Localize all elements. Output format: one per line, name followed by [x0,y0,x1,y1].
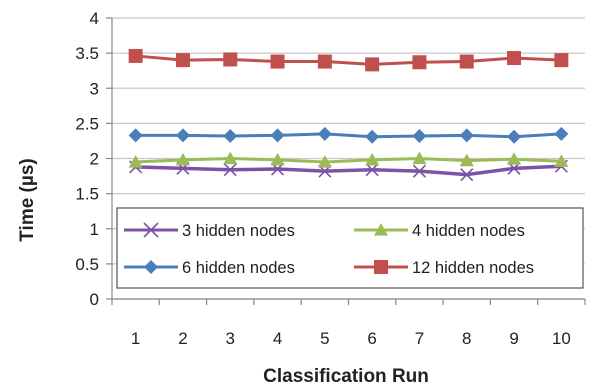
y-tick-label: 0 [90,290,99,309]
y-tick-label: 3.5 [75,44,99,63]
legend-marker [374,260,388,274]
series-3-hidden-nodes [129,159,568,182]
legend-marker [144,260,158,274]
x-tick-label: 9 [509,329,518,348]
data-point [317,54,332,69]
x-marker-stroke [412,164,427,178]
legend-marker [143,222,159,238]
data-point [270,54,285,69]
legend-label: 6 hidden nodes [182,259,295,277]
data-point [128,48,143,63]
data-point [412,164,427,178]
y-tick-label: 3 [90,79,99,98]
data-point [317,155,332,168]
x-axis-title: Classification Run [263,366,429,387]
data-point [507,51,522,66]
data-point [223,163,237,177]
series-6-hidden-nodes [128,126,569,144]
y-tick-label: 0.5 [75,255,99,274]
data-point [223,151,238,165]
x-tick-label: 5 [320,329,329,348]
data-point [459,54,474,69]
data-point [223,129,238,144]
x-tick-label: 8 [462,329,471,348]
x-tick-label: 3 [226,329,235,348]
legend-label: 3 hidden nodes [182,222,295,240]
data-point [459,128,474,143]
x-tick-label: 7 [415,329,424,348]
x-marker-stroke [365,163,379,177]
data-point [507,152,522,165]
data-point [554,53,569,68]
x-tick-label: 6 [367,329,376,348]
data-point [365,152,380,166]
data-point [507,129,522,144]
data-point [412,151,427,165]
y-tick-label: 4 [90,9,99,28]
y-tick-label: 2 [90,150,99,169]
data-point [365,129,380,144]
data-point [128,128,143,143]
data-point [412,55,427,70]
legend-entry: 12 hidden nodes [354,259,534,277]
data-point [223,52,238,67]
y-tick-label: 2.5 [75,114,99,133]
data-point [412,129,427,144]
legend-entry: 6 hidden nodes [124,259,295,277]
series-12-hidden-nodes [128,48,569,72]
series-line [135,54,562,66]
data-point [175,152,190,166]
data-point [459,153,474,167]
data-point [175,128,190,143]
data-point [270,128,285,143]
legend-entry: 4 hidden nodes [354,222,525,240]
data-point [317,126,332,141]
legend: 3 hidden nodes 4 hidden nodes 6 hidden nod… [116,207,584,289]
y-tick-label: 1.5 [75,185,99,204]
data-point [460,168,474,182]
y-axis-title: Time (µs) [17,158,38,241]
series-line [135,156,562,164]
x-tick-label: 2 [178,329,187,348]
data-point [365,163,379,177]
x-marker-stroke [143,222,159,238]
legend-label: 4 hidden nodes [412,222,525,240]
legend-label: 12 hidden nodes [412,259,534,277]
data-point [270,152,285,166]
x-marker-stroke [223,163,237,177]
series-line [135,164,562,177]
legend-entry: 3 hidden nodes [124,222,295,240]
series-lines [128,48,569,182]
series-4-hidden-nodes [128,151,569,168]
data-point [365,57,380,72]
x-marker-stroke [460,168,474,182]
x-tick-label: 1 [131,329,140,348]
data-point [554,126,569,141]
x-tick-label: 4 [273,329,282,348]
data-point [128,155,143,168]
y-tick-label: 1 [90,220,99,239]
data-point [554,154,569,167]
axes: 0 0.5 1 1.5 2 2.5 3 3.5 4 1 2 3 4 5 6 7 8 9 10 [75,9,586,348]
data-point [175,53,190,68]
x-tick-label: 10 [552,329,571,348]
legend-box [116,207,584,289]
series-line [135,132,562,139]
legend-marker [374,223,388,236]
